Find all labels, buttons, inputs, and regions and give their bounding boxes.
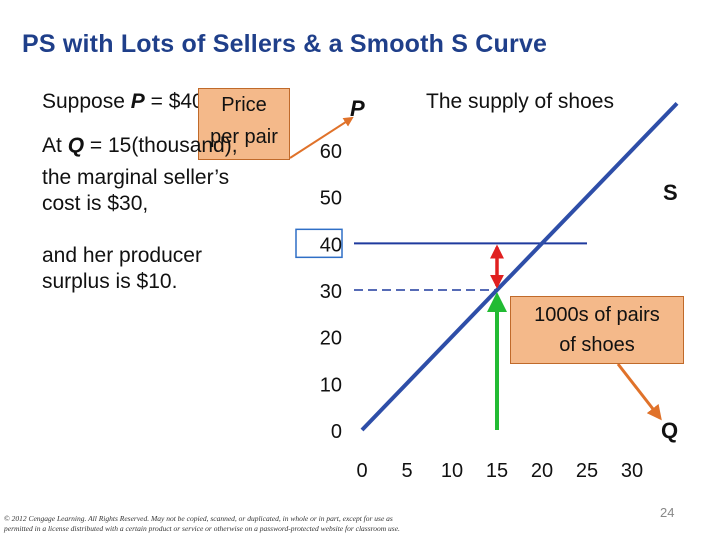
x-tick-label: 10 xyxy=(441,460,463,482)
marginal-seller-line2: the marginal seller’s xyxy=(42,166,230,189)
y-tick-label: 30 xyxy=(320,281,342,303)
quantity-callout-line1: 1000s of pairs xyxy=(534,304,660,326)
quantity-axis-label: Q xyxy=(661,418,679,443)
y-tick-label: 10 xyxy=(320,374,342,396)
y-tick-label: 20 xyxy=(320,328,342,350)
quantity-callout-pointer xyxy=(616,363,662,421)
producer-surplus-line1: and her producer xyxy=(42,244,202,267)
supposition-post: = $40, xyxy=(144,90,210,113)
x-tick-label: 30 xyxy=(621,460,643,482)
x-tick-label: 25 xyxy=(576,460,598,482)
qty-pre: At xyxy=(42,134,68,157)
price-callout-pointer xyxy=(289,116,354,159)
slide-title: PS with Lots of Sellers & a Smooth S Cur… xyxy=(22,30,548,58)
supposition-text: Suppose P = $40, xyxy=(42,90,210,114)
supply-curve-line xyxy=(360,101,679,432)
chart-title: The supply of shoes xyxy=(426,90,614,113)
x-tick-label: 20 xyxy=(531,460,553,482)
price-callout xyxy=(198,88,290,160)
y-tick-label: 50 xyxy=(320,188,342,210)
marginal-seller-line3: cost is $30, xyxy=(42,192,149,215)
x-tick-label: 0 xyxy=(356,460,367,482)
y-tick-label: 40 xyxy=(320,234,342,256)
price-callout-line1: Price xyxy=(221,94,267,116)
price-axis-label: P xyxy=(350,96,365,121)
producer-surplus-line2: surplus is $10. xyxy=(42,270,178,293)
copyright-line1: © 2012 Cengage Learning. All Rights Rese… xyxy=(4,514,393,523)
copyright-footer: © 2012 Cengage Learning. All Rights Rese… xyxy=(4,514,434,534)
supposition-pre: Suppose xyxy=(42,90,131,113)
x-tick-label: 15 xyxy=(486,460,508,482)
marginal-seller-line1: At Q = 15(thousand), xyxy=(42,134,238,158)
supply-curve-label: S xyxy=(663,180,678,205)
page-number: 24 xyxy=(660,505,675,520)
price-tick-highlight xyxy=(295,228,343,259)
supposition-var-p: P xyxy=(130,90,145,113)
copyright-line2: permitted in a license distributed with … xyxy=(4,524,400,533)
qty-post: = 15(thousand), xyxy=(84,134,238,157)
price-callout-line2: per pair xyxy=(210,126,278,148)
quantity-callout xyxy=(510,296,684,364)
x-tick-label: 5 xyxy=(401,460,412,482)
y-tick-label: 60 xyxy=(320,141,342,163)
y-tick-label: 0 xyxy=(331,421,342,443)
quantity-callout-line2: of shoes xyxy=(559,334,635,356)
qty-var-q: Q xyxy=(67,134,85,157)
